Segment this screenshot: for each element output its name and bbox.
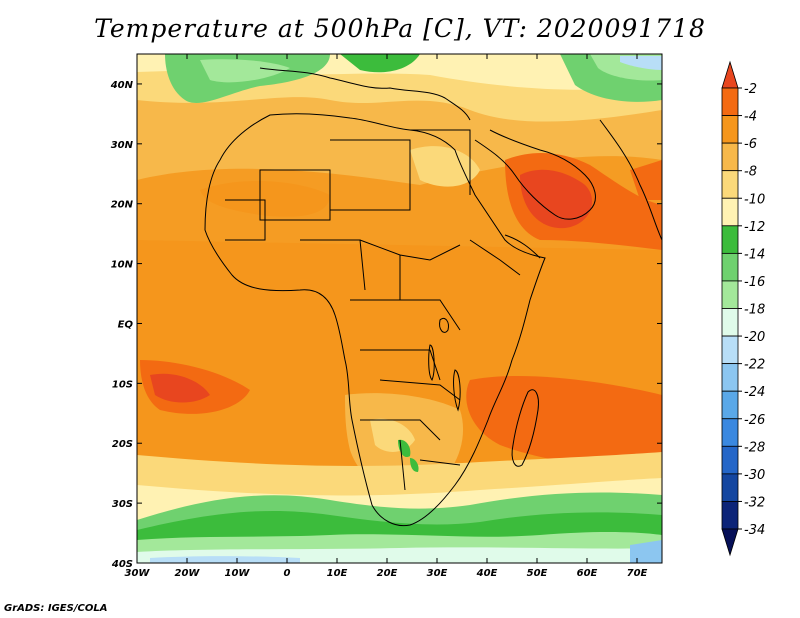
colorbar-swatch [721,528,739,557]
colorbar-label: -20 [744,330,765,345]
lat-tick-label: 20N [111,200,134,211]
map-title: Temperature at 500hPa [C], VT: 202009171… [94,14,706,43]
lat-tick-label: 30N [111,140,134,151]
colorbar-label: -16 [744,275,765,290]
colorbar-swatch [721,473,739,502]
lon-tick-label: 20W [175,568,201,579]
colorbar-label: -4 [744,110,757,125]
colorbar-label: -26 [744,413,765,428]
colorbar-swatch [721,252,739,282]
lon-tick-label: 0 [284,568,291,579]
lat-tick-label: 20S [112,439,133,450]
colorbar-label: -12 [744,220,765,235]
lon-tick-label: 10E [327,568,348,579]
colorbar-label: -18 [744,303,765,318]
colorbar-swatch [721,115,739,144]
colorbar-swatch [721,225,739,254]
colorbar-swatch [721,445,739,475]
lon-tick-label: 30E [427,568,448,579]
colorbar-swatch [721,363,739,392]
lon-tick-label: 20E [377,568,398,579]
colorbar-swatch [721,142,739,172]
country-borders [204,67,662,527]
colorbar-label: -28 [744,440,765,455]
lat-tick-label: 10S [112,379,133,390]
colorbar-swatch [721,418,739,447]
credit-text: GrADS: IGES/COLA [4,603,108,614]
lat-tick-label: 30S [112,499,133,510]
colorbar-swatch [721,60,739,89]
colorbar-label: -30 [744,468,765,483]
colorbar-swatch [721,335,739,365]
colorbar-swatch [721,280,739,309]
lat-tick-label: 40N [110,80,134,91]
colorbar-swatch [721,390,739,420]
lat-tick-label: EQ [118,319,134,330]
colorbar-swatch [721,170,739,199]
colorbar-label: -6 [744,137,757,152]
lon-tick-label: 60E [577,568,598,579]
lon-tick-label: 30W [125,568,151,579]
temperature-field [137,54,662,563]
colorbar-label: -8 [744,165,757,180]
colorbar-swatch [721,501,739,530]
colorbar-swatch [721,87,739,116]
lon-tick-label: 40E [476,568,498,579]
colorbar-swatch [721,197,739,227]
colorbar-label: -10 [744,192,765,207]
lon-tick-label: 70E [627,568,648,579]
lat-tick-label: 40S [111,559,133,570]
colorbar-label: -2 [744,82,757,97]
colorbar-label: -34 [744,523,765,538]
lon-tick-label: 10W [225,568,251,579]
axes: 30W 20W 10W 0 10E 20E 30E 40E 50E 60E 70E 40N 30N 20N… [110,54,662,579]
colorbar-label: -22 [744,358,765,373]
colorbar-label: -32 [744,495,765,510]
colorbar-label: -14 [744,247,765,262]
lat-tick-label: 10N [111,260,134,271]
plot-frame [136,53,663,564]
lon-tick-label: 50E [527,568,548,579]
colorbar: -2 -4 -6 -8 -10 -12 -14 -16 -18 -20 -22 -24 -26 -28 -3… [721,60,765,557]
colorbar-swatch [721,308,739,337]
colorbar-label: -24 [744,385,765,400]
